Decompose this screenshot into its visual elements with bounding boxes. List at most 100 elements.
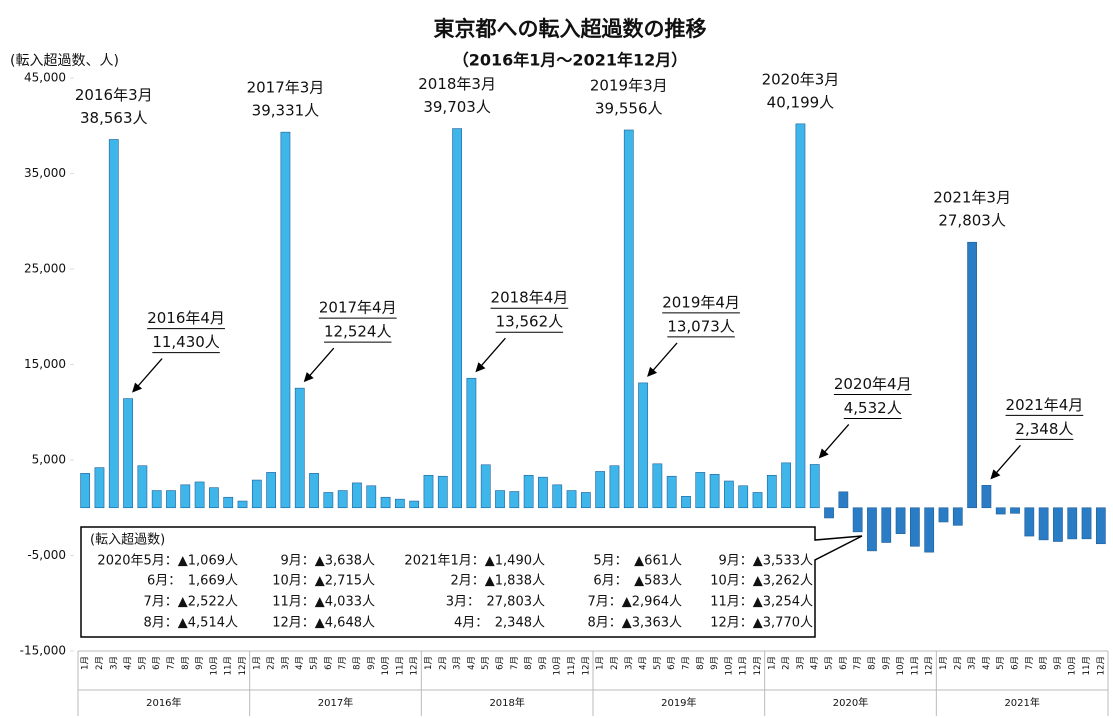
bar: [394, 498, 405, 509]
bar: [166, 490, 176, 509]
x-tick-label: 2月: [782, 656, 792, 670]
x-tick-label: 11月: [1082, 656, 1092, 675]
x-tick-label: 7月: [1025, 656, 1035, 670]
x-tick-label: 8月: [524, 656, 534, 670]
y-tick-label: -15,000: [20, 644, 66, 658]
bar: [924, 507, 935, 553]
x-tick-label: 6月: [152, 656, 162, 670]
bar: [1053, 507, 1063, 542]
arrow-head: [818, 448, 829, 459]
bar: [80, 473, 91, 509]
bar: [337, 490, 348, 509]
bar: [824, 507, 834, 519]
arrow-head: [647, 366, 658, 377]
x-tick-label: 10月: [209, 656, 219, 675]
bar: [209, 487, 219, 509]
arrow: [820, 424, 850, 457]
x-tick-label: 8月: [696, 656, 706, 670]
bar: [137, 465, 148, 509]
x-tick-label: 3月: [624, 656, 634, 670]
bar: [652, 463, 663, 509]
callout-cell: 6月： 1,669人: [147, 574, 238, 589]
x-tick-label: 1月: [424, 656, 434, 670]
x-tick-label: 10月: [553, 656, 563, 675]
x-tick-label: 4月: [810, 656, 820, 670]
x-tick-label: 5月: [653, 656, 663, 670]
bar: [237, 500, 248, 509]
y-tick-label: 15,000: [24, 357, 66, 371]
bar: [466, 377, 477, 509]
bar: [409, 500, 420, 509]
bar: [738, 485, 749, 509]
x-tick-label: 9月: [538, 656, 548, 670]
x-tick-label: 4月: [295, 656, 305, 670]
callout-cell: 12月：▲4,648人: [272, 616, 375, 631]
x-tick-label: 1月: [767, 656, 777, 670]
bar: [366, 485, 377, 509]
bar: [724, 480, 734, 509]
bar: [1038, 507, 1049, 541]
bar: [695, 472, 706, 509]
x-tick-label: 11月: [567, 656, 577, 675]
bar: [509, 491, 520, 509]
x-tick-label: 11月: [395, 656, 405, 675]
label-title: 2019年3月: [590, 76, 668, 94]
x-tick-label: 9月: [1053, 656, 1063, 670]
x-tick-label: 3月: [281, 656, 291, 670]
bar: [151, 490, 162, 509]
bar: [952, 507, 963, 526]
bar: [1067, 507, 1078, 540]
x-tick-label: 3月: [968, 656, 978, 670]
chart-title: 東京都への転入超過数の推移: [434, 17, 707, 41]
x-tick-label: 7月: [853, 656, 863, 670]
x-tick-label: 6月: [1011, 656, 1021, 670]
bar: [623, 129, 634, 509]
bar: [251, 479, 262, 509]
arrow-head: [475, 362, 486, 373]
data-label: 38,563人: [80, 109, 148, 127]
bar: [666, 475, 677, 509]
data-label: 11,430人: [152, 333, 220, 351]
group-label: 2019年: [661, 696, 696, 709]
label-title: 2017年3月: [247, 79, 325, 97]
x-tick-label: 3月: [453, 656, 463, 670]
group-label: 2018年: [489, 696, 524, 709]
bar: [495, 490, 505, 509]
bar: [223, 496, 234, 509]
callout-cell: 6月： ▲583人: [593, 574, 682, 589]
bar: [909, 507, 920, 547]
x-tick-label: 7月: [681, 656, 691, 670]
x-tick-label: 9月: [195, 656, 205, 670]
group-label: 2021年: [1004, 696, 1039, 709]
y-tick-label: -5,000: [27, 548, 66, 562]
group-label: 2016年: [146, 696, 181, 709]
bar: [380, 496, 391, 509]
data-label: 40,199人: [767, 93, 835, 111]
bar: [480, 464, 491, 509]
x-tick-label: 6月: [496, 656, 506, 670]
x-tick-label: 8月: [867, 656, 877, 670]
x-tick-label: 9月: [882, 656, 892, 670]
y-axis-label: (転入超過数、人): [10, 53, 119, 69]
bar: [867, 507, 877, 552]
bar: [323, 492, 334, 509]
group-label: 2017年: [318, 696, 353, 709]
bar: [180, 484, 191, 509]
bar: [538, 476, 548, 509]
callout-cell: 11月：▲4,033人: [272, 595, 375, 610]
x-tick-label: 9月: [710, 656, 720, 670]
x-tick-label: 11月: [910, 656, 920, 675]
data-label: 4,532人: [844, 399, 902, 417]
data-label: 13,562人: [496, 313, 564, 331]
x-tick-label: 10月: [381, 656, 391, 675]
label-title: 2018年3月: [418, 75, 496, 93]
x-tick-label: 3月: [109, 656, 119, 670]
arrow-head: [303, 372, 314, 383]
bar: [852, 507, 863, 533]
x-tick-label: 12月: [238, 656, 248, 675]
label-title: 2020年3月: [762, 70, 840, 88]
bar: [938, 507, 949, 523]
x-tick-label: 9月: [367, 656, 377, 670]
x-tick-label: 2月: [267, 656, 277, 670]
bar: [881, 507, 892, 543]
